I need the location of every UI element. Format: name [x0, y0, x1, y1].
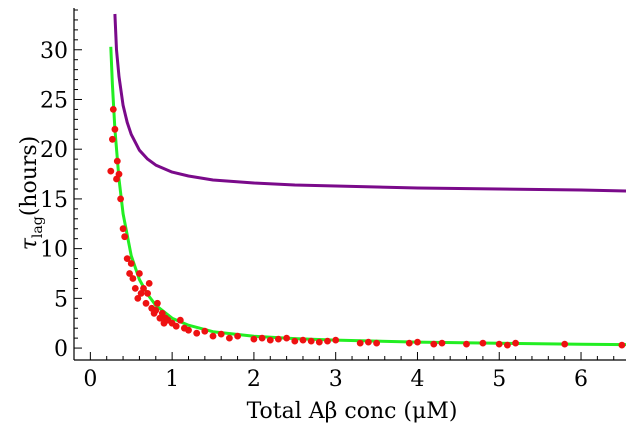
data-point: [373, 339, 380, 347]
data-point: [176, 316, 184, 324]
data-point: [154, 299, 161, 307]
data-point: [127, 260, 135, 267]
data-point: [115, 170, 123, 178]
data-point: [142, 299, 150, 307]
data-point: [136, 270, 143, 277]
data-point: [258, 334, 266, 342]
data-point: [479, 339, 487, 347]
x-tick-label: 4: [410, 367, 424, 392]
data-point: [113, 157, 121, 165]
data-point: [618, 341, 626, 349]
y-axis-title-rest: (hours): [17, 136, 42, 217]
y-axis-title-symbol: τ: [17, 237, 42, 250]
data-point: [185, 326, 192, 334]
axis-labels: Total Aβ conc (μM) τlag(hours): [17, 136, 457, 424]
y-axis-title-subscript: lag: [30, 216, 46, 238]
data-point: [129, 275, 137, 282]
y-tick-label: 10: [40, 238, 68, 263]
y-axis-title: τlag(hours): [17, 136, 46, 251]
data-point: [495, 340, 503, 348]
y-tick-label: 15: [40, 188, 68, 213]
y-tick-label: 30: [40, 39, 68, 64]
data-point: [121, 233, 129, 241]
data-point: [266, 336, 274, 344]
data-point: [201, 327, 209, 335]
data-point: [126, 270, 133, 277]
data-point: [217, 330, 225, 338]
data-point: [250, 335, 258, 343]
data-point: [561, 340, 569, 348]
y-tick-label: 25: [40, 88, 68, 113]
data-point: [356, 339, 364, 347]
data-point: [365, 338, 372, 346]
data-point: [283, 334, 290, 342]
data-point: [209, 332, 217, 340]
data-point: [109, 135, 116, 143]
y-tick-label: 0: [54, 337, 68, 362]
data-point: [291, 337, 299, 345]
data-point: [234, 332, 242, 340]
data-point: [315, 338, 323, 346]
data-point: [111, 125, 119, 133]
x-tick-label: 2: [247, 367, 261, 392]
data-point: [299, 336, 307, 344]
data-point: [414, 338, 421, 346]
x-tick-label: 6: [574, 367, 588, 392]
data-point: [438, 339, 446, 347]
fit-curve-line: [109, 46, 626, 347]
data-point: [152, 306, 160, 314]
data-point: [504, 341, 511, 349]
data-point: [307, 337, 315, 345]
x-tick-label: 5: [492, 367, 506, 392]
data-point: [275, 335, 282, 343]
data-point: [332, 336, 340, 344]
data-point: [123, 255, 131, 262]
data-point: [140, 285, 147, 292]
data-point: [324, 337, 331, 345]
data-point: [145, 280, 153, 287]
fit-curve-series: [109, 46, 626, 347]
upper-curve-series: [113, 13, 626, 193]
data-point: [158, 309, 166, 317]
data-point: [117, 195, 124, 203]
x-tick-label: 1: [165, 367, 179, 392]
y-tick-label: 5: [54, 287, 68, 312]
data-point: [109, 106, 117, 113]
data-point: [226, 334, 233, 342]
x-axis-title: Total Aβ conc (μM): [247, 399, 458, 424]
upper-curve-line: [113, 13, 626, 193]
axes: 0 1 2 3 4 5 6 0 5 10 15 20 25 30: [40, 8, 626, 392]
x-tick-label: 3: [329, 367, 343, 392]
data-point: [107, 167, 115, 175]
data-point: [144, 290, 152, 297]
data-point: [131, 285, 139, 292]
x-tick-label: 0: [83, 367, 97, 392]
data-point: [430, 340, 438, 348]
data-point: [512, 339, 519, 347]
y-tick-label: 20: [40, 138, 68, 163]
data-point: [172, 322, 180, 330]
data-point: [463, 340, 470, 348]
data-point: [119, 225, 127, 233]
data-point: [193, 329, 201, 337]
data-point: [405, 339, 413, 347]
data-points-series: [107, 106, 626, 349]
data-point: [134, 295, 142, 302]
